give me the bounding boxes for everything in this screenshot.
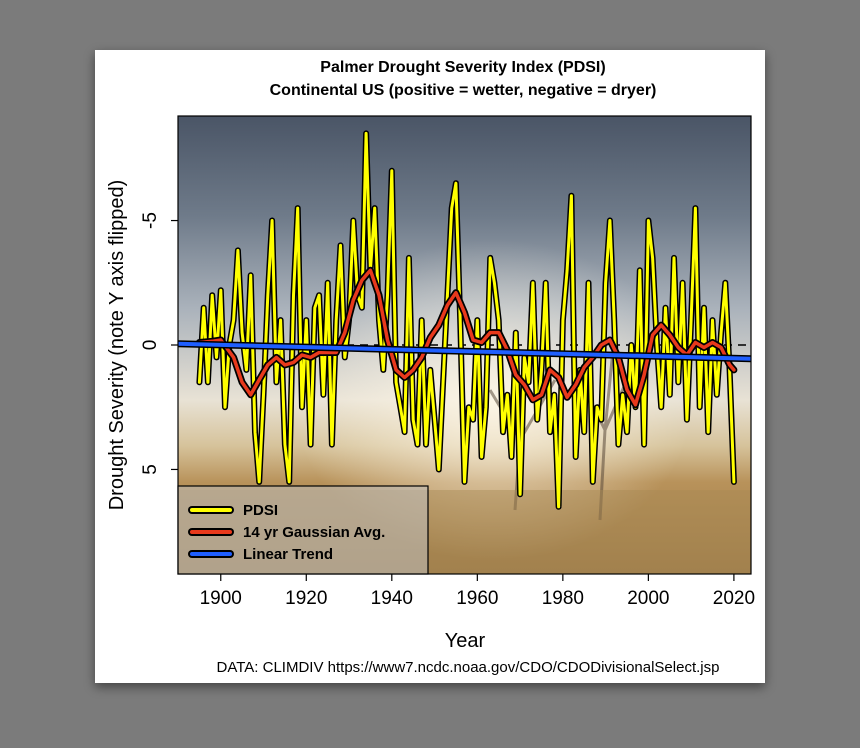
y-tick-label: 5 bbox=[140, 464, 161, 475]
x-tick-label: 1960 bbox=[456, 588, 498, 609]
series-linear-trend bbox=[178, 340, 751, 363]
y-tick-label: 0 bbox=[140, 340, 161, 351]
x-tick-label: 1900 bbox=[200, 588, 242, 609]
series-lines bbox=[178, 130, 751, 510]
series-line-14-yr-gaussian-avg bbox=[197, 268, 736, 407]
chart-subtitle: Continental US (positive = wetter, negat… bbox=[270, 82, 657, 99]
legend-label-linear-trend: Linear Trend bbox=[243, 546, 333, 563]
x-tick-label: 1980 bbox=[542, 588, 584, 609]
legend-label-14-yr-gaussian-avg: 14 yr Gaussian Avg. bbox=[243, 524, 385, 541]
x-tick-label: 2020 bbox=[713, 588, 755, 609]
y-axis: -5 0 5 bbox=[140, 212, 178, 475]
x-axis-label: Year bbox=[445, 630, 486, 652]
chart-title: Palmer Drought Severity Index (PDSI) bbox=[320, 59, 605, 76]
series-line-pdsi bbox=[197, 131, 736, 509]
pdsi-chart: Palmer Drought Severity Index (PDSI) Con… bbox=[106, 59, 755, 676]
legend-label-pdsi: PDSI bbox=[243, 502, 278, 519]
x-tick-label: 1940 bbox=[371, 588, 413, 609]
x-tick-label: 2000 bbox=[627, 588, 669, 609]
chart-card: Palmer Drought Severity Index (PDSI) Con… bbox=[95, 50, 765, 683]
series-pdsi bbox=[196, 130, 737, 510]
legend: PDSI 14 yr Gaussian Avg. Linear Trend bbox=[177, 485, 429, 575]
data-source-note: DATA: CLIMDIV https://www7.ncdc.noaa.gov… bbox=[217, 659, 720, 676]
series-14-yr-gaussian-avg bbox=[195, 266, 738, 409]
x-axis: 1900 1920 1940 1960 1980 2000 2020 bbox=[200, 574, 755, 609]
y-axis-label: Drought Severity (note Y axis flipped) bbox=[106, 180, 128, 511]
series-line-linear-trend bbox=[178, 341, 751, 361]
x-tick-label: 1920 bbox=[285, 588, 327, 609]
y-tick-label: -5 bbox=[140, 212, 161, 229]
